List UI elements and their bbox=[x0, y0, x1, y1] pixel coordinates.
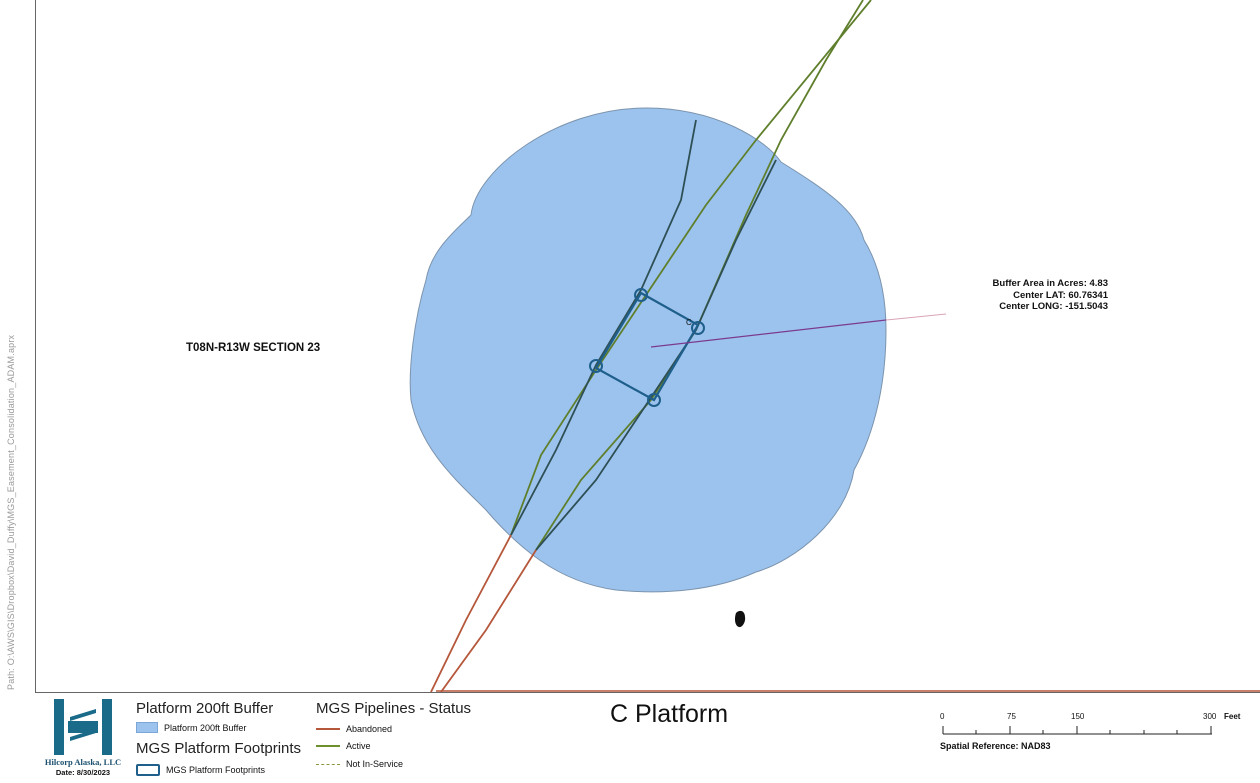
center-leader-line-ext bbox=[885, 313, 947, 321]
legend-buffer-heading: Platform 200ft Buffer bbox=[136, 700, 274, 717]
legend-pipeline-abandoned: Abandoned bbox=[316, 724, 392, 734]
footprint-corner-nw bbox=[634, 288, 648, 302]
footprint-corner-se bbox=[647, 393, 661, 407]
platform-footprint[interactable] bbox=[594, 291, 700, 402]
pipeline-inside-west[interactable] bbox=[510, 119, 697, 536]
map-feature-mark bbox=[735, 610, 746, 628]
map-date: Date: 8/30/2023 bbox=[55, 768, 111, 777]
scale-tick-75: 75 bbox=[1007, 712, 1016, 721]
pipeline-abandoned-east[interactable] bbox=[440, 549, 537, 692]
pipeline-abandoned-west[interactable] bbox=[430, 534, 512, 692]
legend-buffer-label: Platform 200ft Buffer bbox=[164, 722, 247, 733]
pipeline-inside-east[interactable] bbox=[535, 159, 777, 551]
map-canvas bbox=[409, 0, 1260, 692]
legend-active-label: Active bbox=[346, 741, 371, 751]
footprint-swatch bbox=[136, 764, 160, 776]
legend-footprint-label: MGS Platform Footprints bbox=[166, 765, 266, 775]
file-path-text: Path: O:\AWS\GIS\Dropbox\David_Duffy\MGS… bbox=[6, 334, 16, 690]
footprint-corner-sw bbox=[589, 359, 603, 373]
scale-tick-150: 150 bbox=[1071, 712, 1085, 721]
legend-not-in-service-label: Not In-Service bbox=[346, 759, 404, 769]
abandoned-swatch bbox=[316, 728, 340, 730]
buffer-swatch bbox=[136, 722, 158, 733]
legend-footprint-heading: MGS Platform Footprints bbox=[136, 740, 302, 757]
scale-tick-0: 0 bbox=[940, 712, 945, 721]
legend-pipeline-heading: MGS Pipelines - Status bbox=[316, 700, 472, 717]
legend-pipeline-active: Active bbox=[316, 741, 371, 751]
company-name: Hilcorp Alaska, LLC bbox=[44, 757, 122, 767]
active-swatch bbox=[316, 745, 340, 747]
company-logo bbox=[54, 699, 112, 755]
center-leader-line bbox=[650, 319, 887, 348]
scale-unit: Feet bbox=[1224, 712, 1241, 721]
legend-abandoned-label: Abandoned bbox=[346, 724, 393, 734]
platform-buffer[interactable] bbox=[409, 107, 887, 593]
center-marker-label: C bbox=[686, 318, 692, 327]
legend-pipeline-not-in-service: Not In-Service bbox=[316, 759, 403, 769]
center-long-text: Center LONG: -151.5043 bbox=[999, 301, 1108, 312]
scale-tick-300: 300 bbox=[1203, 712, 1217, 721]
spatial-reference: Spatial Reference: NAD83 bbox=[940, 741, 1051, 751]
map-title: C Platform bbox=[610, 700, 729, 728]
scale-bar: 0 75 150 300 Feet bbox=[940, 712, 1260, 752]
legend-footprint-item: MGS Platform Footprints bbox=[136, 764, 265, 776]
legend-buffer-item: Platform 200ft Buffer bbox=[136, 722, 246, 733]
center-lat-text: Center LAT: 60.76341 bbox=[1013, 289, 1108, 301]
footprint-corner-ne bbox=[691, 321, 705, 335]
not-in-service-swatch bbox=[316, 763, 340, 765]
buffer-area-text: Buffer Area in Acres: 4.83 bbox=[992, 278, 1108, 289]
map-frame[interactable]: T08N-R13W SECTION 23 C Buffer Area in Ac… bbox=[35, 0, 1260, 693]
scale-ruler bbox=[942, 726, 1212, 735]
section-label: T08N-R13W SECTION 23 bbox=[186, 342, 321, 354]
buffer-annotation: Buffer Area in Acres: 4.83 Center LAT: 6… bbox=[956, 278, 1108, 313]
